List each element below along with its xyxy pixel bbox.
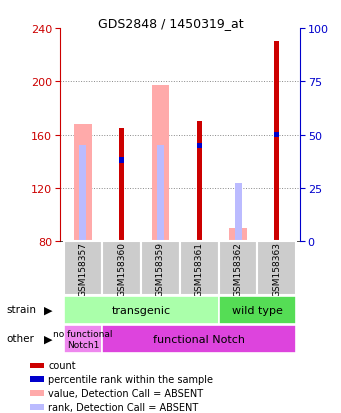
Text: strain: strain [7, 305, 37, 315]
Text: GSM158359: GSM158359 [156, 241, 165, 296]
Text: percentile rank within the sample: percentile rank within the sample [48, 375, 213, 385]
Bar [257, 242, 296, 295]
Bar [219, 242, 257, 295]
Bar [119, 128, 124, 242]
Bar [219, 296, 296, 324]
Bar [141, 242, 180, 295]
Text: rank, Detection Call = ABSENT: rank, Detection Call = ABSENT [48, 402, 199, 412]
Bar [102, 325, 296, 353]
Text: GSM158361: GSM158361 [195, 241, 204, 296]
Text: functional Notch: functional Notch [153, 334, 245, 344]
Text: GSM158357: GSM158357 [78, 241, 87, 296]
Bar [229, 228, 247, 242]
Bar [63, 296, 219, 324]
Bar [235, 183, 241, 242]
Bar [30, 363, 44, 368]
Bar [102, 242, 141, 295]
Bar [74, 125, 92, 242]
Text: transgenic: transgenic [112, 305, 170, 315]
Text: no functional
Notch1: no functional Notch1 [53, 330, 113, 349]
Bar [30, 390, 44, 396]
Text: value, Detection Call = ABSENT: value, Detection Call = ABSENT [48, 388, 204, 398]
Text: ▶: ▶ [44, 334, 52, 344]
Bar [119, 158, 124, 163]
Bar [79, 146, 86, 242]
Bar [180, 242, 219, 295]
Text: other: other [7, 334, 35, 344]
Text: GSM158362: GSM158362 [234, 241, 242, 296]
Bar [197, 143, 202, 149]
Text: GSM158360: GSM158360 [117, 241, 126, 296]
Bar [63, 242, 102, 295]
Bar [157, 146, 164, 242]
Text: count: count [48, 361, 76, 370]
Bar [274, 42, 279, 242]
Text: GDS2848 / 1450319_at: GDS2848 / 1450319_at [98, 17, 243, 30]
Text: wild type: wild type [232, 305, 283, 315]
Bar [197, 122, 202, 242]
Bar [274, 133, 279, 138]
Bar [63, 325, 102, 353]
Bar [152, 86, 169, 242]
Text: GSM158363: GSM158363 [272, 241, 281, 296]
Bar [30, 404, 44, 410]
Bar [30, 377, 44, 382]
Text: ▶: ▶ [44, 305, 52, 315]
